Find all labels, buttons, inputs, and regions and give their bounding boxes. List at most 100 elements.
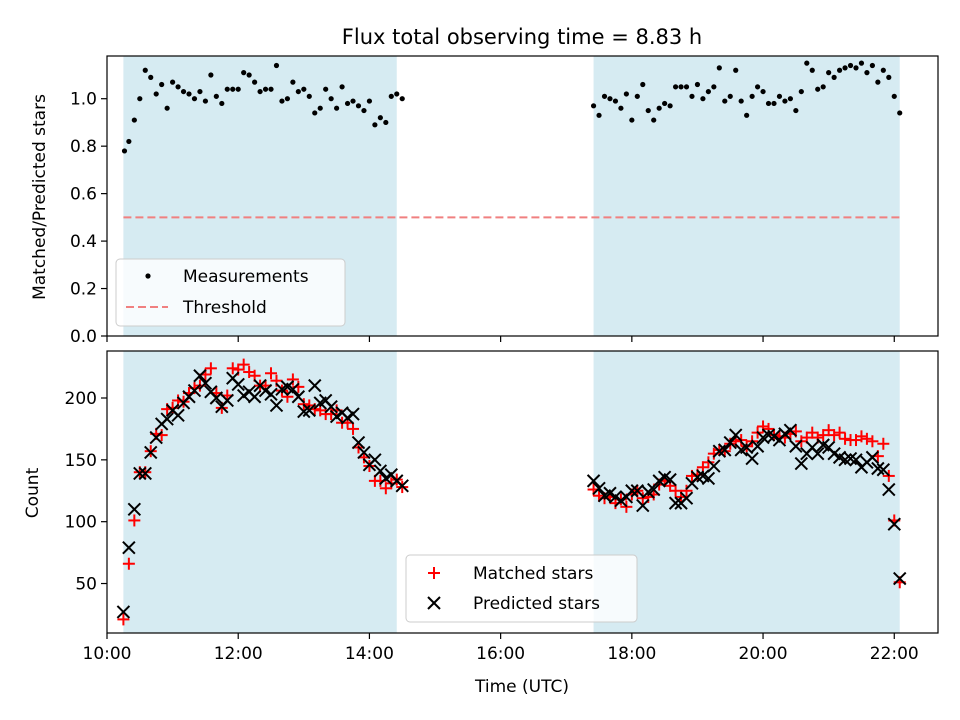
measurement-point [361, 107, 367, 114]
x-tick-label: 10:00 [83, 644, 132, 664]
matched-star-point [128, 514, 141, 527]
predicted-star-point [220, 393, 234, 408]
bottom-observing-intervals [123, 351, 900, 633]
predicted-star-point [193, 369, 207, 383]
matched-star-point [860, 432, 873, 445]
measurement-point [224, 86, 230, 92]
bottom-y-axis-label: Count [23, 467, 43, 518]
matched-star-point [122, 557, 135, 570]
y-tick-label: 0.4 [70, 232, 97, 252]
top-y-axis-label: Matched/Predicted stars [30, 94, 50, 300]
y-tick-label: 100 [65, 513, 97, 533]
y-tick-label: 0.0 [70, 327, 97, 347]
measurement-point [170, 79, 176, 85]
bottom-panel-counts: 50 100 150 200 10:00 12:00 14:00 16:00 18:00 20:… [65, 350, 939, 664]
measurement-point [202, 98, 209, 104]
measurement-point [148, 74, 154, 80]
measurement-point [377, 115, 383, 121]
measurement-point [716, 65, 722, 71]
measurement-point [323, 86, 329, 92]
star-count-points [116, 358, 907, 626]
top-plot-frame [106, 55, 939, 337]
x-tick-label: 16:00 [476, 644, 525, 664]
measurement-point [268, 86, 274, 92]
predicted-star-point [865, 450, 880, 465]
matched-star-point [680, 484, 693, 497]
legend-threshold-label: Threshold [182, 298, 267, 318]
measurement-point [623, 91, 629, 97]
top-y-ticks: 0.0 0.2 0.4 0.6 0.8 1.0 [70, 90, 107, 347]
measurement-point [290, 79, 296, 85]
measurement-point [640, 81, 646, 88]
top-legend: Measurements Threshold [115, 258, 346, 327]
measurement-point [733, 67, 739, 73]
predicted-star-point [679, 491, 694, 505]
measurement-point [252, 79, 258, 85]
predicted-star-point [794, 456, 809, 471]
measurement-point [317, 105, 323, 111]
matched-star-point [866, 435, 879, 448]
measurement-point [328, 96, 334, 102]
legend-matched-marker [428, 567, 440, 579]
bottom-x-ticks: 10:00 12:00 14:00 16:00 18:00 20:00 22:00 [83, 633, 919, 664]
top-panel-ratio: 0.0 0.2 0.4 0.6 0.8 1.0 Measurements Threshol… [70, 55, 939, 347]
y-tick-label: 0.2 [70, 280, 97, 300]
measurement-point [208, 72, 214, 78]
predicted-star-point [286, 382, 300, 397]
predicted-star-point [122, 540, 136, 555]
measurement-point [880, 67, 886, 73]
measurement-point [711, 84, 717, 90]
measurement-point [186, 91, 192, 97]
predicted-star-point [663, 472, 677, 487]
predicted-star-point [264, 387, 278, 401]
measurement-point [826, 70, 832, 76]
chart-title: Flux total observing time = 8.83 h [342, 25, 702, 49]
y-tick-label: 150 [65, 451, 97, 471]
matched-star-point [828, 429, 841, 442]
measurement-point [656, 105, 662, 111]
measurement-point [798, 88, 804, 95]
measurement-point [131, 117, 137, 123]
measurement-point [618, 105, 624, 111]
predicted-star-point [592, 481, 606, 495]
measurement-point [257, 88, 263, 95]
measurement-point [388, 93, 394, 99]
predicted-star-point [723, 435, 737, 450]
measurement-point [235, 86, 241, 92]
predicted-star-point [849, 453, 863, 467]
observing-interval-2 [593, 56, 900, 336]
y-tick-label: 1.0 [70, 90, 97, 110]
measurement-point [137, 96, 143, 102]
matched-star-point [265, 367, 278, 380]
predicted-star-point [231, 377, 245, 392]
predicted-star-point [302, 403, 316, 418]
matched-star-point [839, 432, 852, 445]
observing-interval-1 [123, 351, 397, 633]
measurement-point [738, 98, 744, 104]
matched-star-point [593, 489, 606, 502]
predicted-star-point [368, 453, 382, 467]
measurement-point [334, 105, 340, 111]
measurement-point [197, 88, 203, 95]
measurement-point [121, 148, 128, 154]
predicted-star-point [783, 423, 798, 437]
measurement-point [886, 74, 892, 80]
measurement-point [875, 79, 881, 85]
predicted-star-point [149, 430, 163, 445]
y-tick-label: 0.8 [70, 137, 97, 157]
legend-predicted-label: Predicted stars [473, 594, 600, 614]
measurement-point [295, 88, 301, 95]
measurement-point [596, 112, 602, 118]
predicted-star-point [636, 498, 650, 513]
measurement-point [312, 110, 318, 116]
predicted-star-point [324, 399, 338, 414]
measurement-point [672, 84, 679, 90]
predicted-star-point [198, 376, 213, 390]
measurement-point [842, 65, 848, 71]
measurement-point [700, 96, 706, 102]
measurement-point [864, 70, 870, 76]
bottom-y-ticks: 50 100 150 200 [65, 389, 107, 595]
measurement-point [754, 84, 761, 90]
measurement-point [344, 100, 351, 107]
measurement-point [722, 98, 728, 104]
